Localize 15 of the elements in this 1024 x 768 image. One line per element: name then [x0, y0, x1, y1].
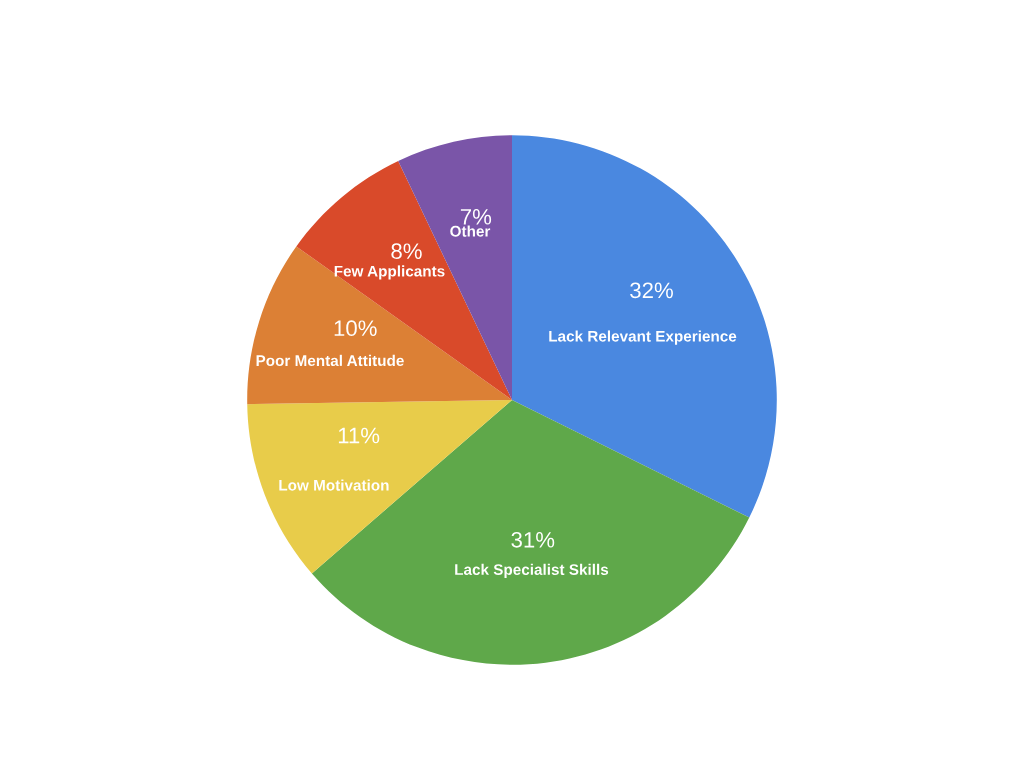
pie-slice [311, 400, 750, 665]
data-label: 10% [334, 320, 377, 337]
slice-label: Lack Specialist Skills [455, 563, 609, 579]
pie-slice [512, 135, 777, 518]
data-label: 11% [338, 427, 380, 444]
pie-slice [296, 160, 512, 400]
slice-label: Low Motivation [279, 479, 389, 491]
slice-label: Lack Relevant Experience [549, 330, 737, 345]
slice-label: Other [450, 225, 491, 237]
data-label: 8% [391, 243, 422, 260]
slice-label: Few Applicants [334, 265, 445, 280]
data-label: 7% [460, 209, 492, 225]
slice-label: Poor Mental Attitude [256, 354, 404, 367]
data-label: 32% [630, 282, 673, 299]
data-label: 31% [511, 531, 555, 548]
